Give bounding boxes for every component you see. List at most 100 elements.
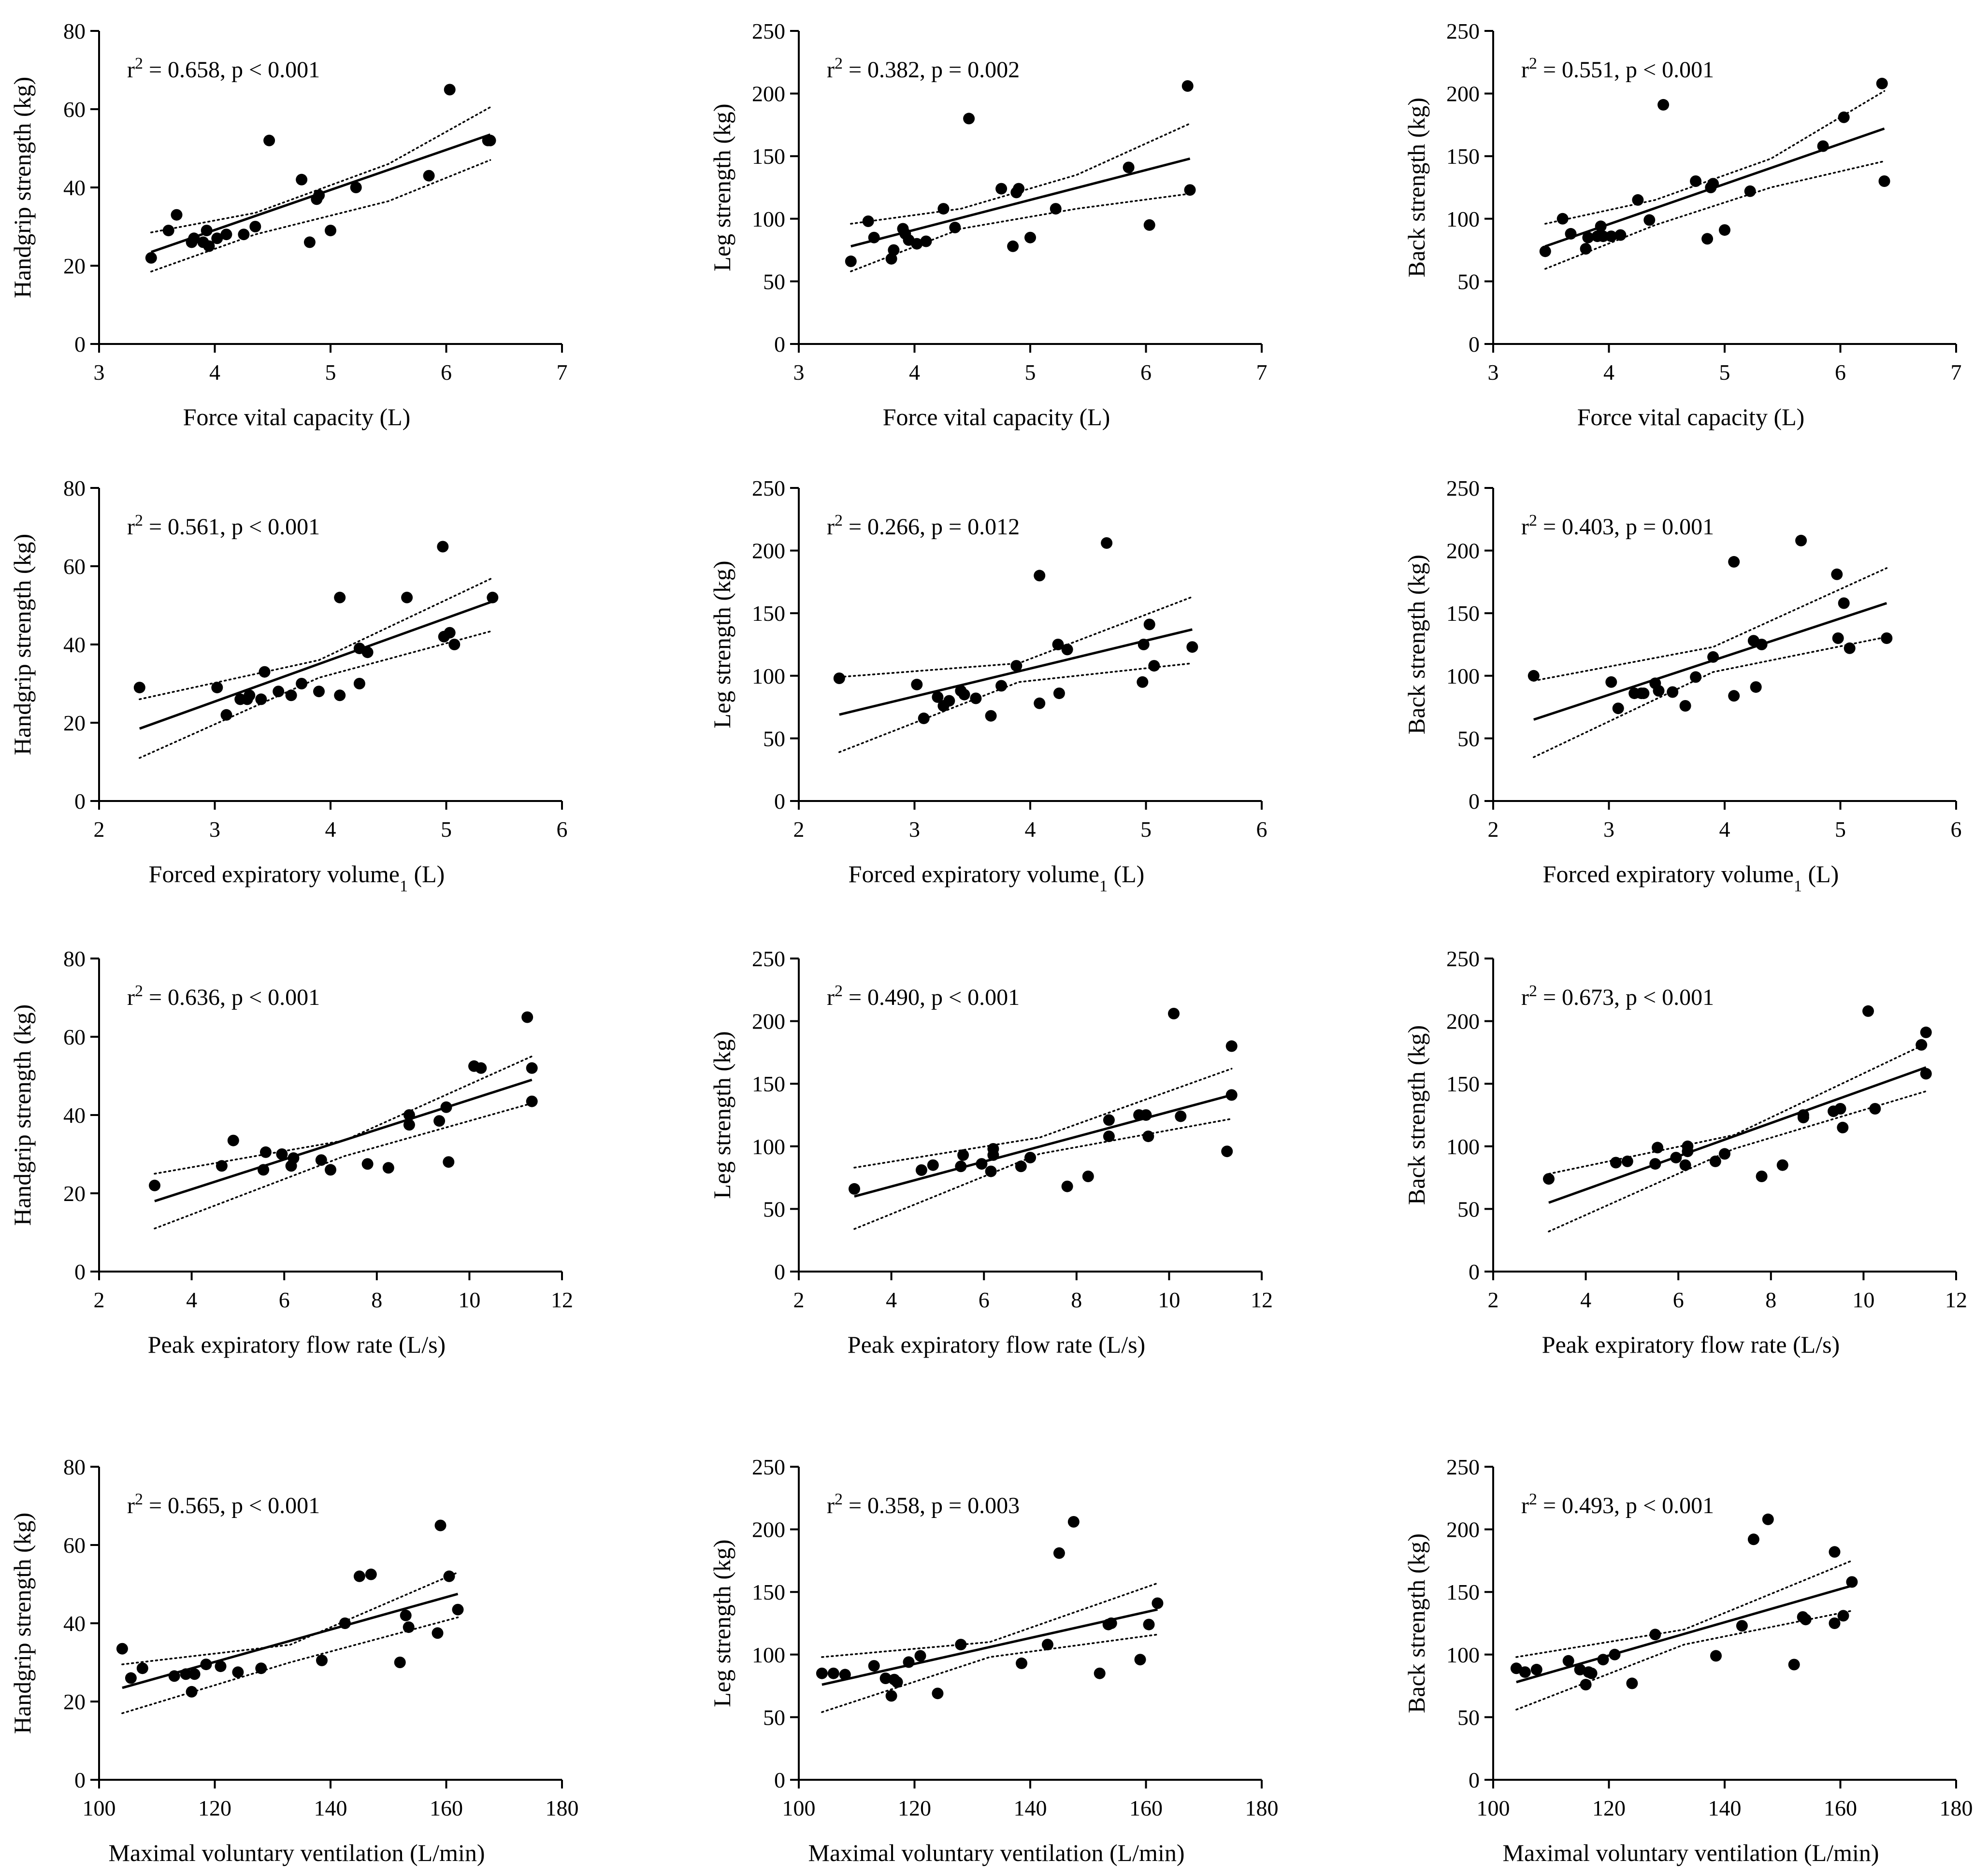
data-point (1795, 534, 1807, 546)
y-tick-label: 100 (752, 1134, 785, 1159)
x-tick-label: 12 (1251, 1287, 1273, 1312)
y-tick-label: 80 (63, 946, 86, 971)
data-point (995, 680, 1008, 692)
data-point (1530, 1663, 1542, 1675)
data-point (353, 1570, 365, 1582)
y-tick-label: 0 (1469, 1768, 1480, 1792)
scatter-panel-2: 3 4 5 6 7 0 50 100 150 200 250 Force vital capacity… (708, 19, 1268, 430)
data-point (400, 1609, 412, 1621)
data-point (296, 173, 308, 186)
ci-upper-line (850, 123, 1191, 225)
y-axis-label: Leg strength (kg) (708, 103, 735, 271)
stat-annotation: r2 = 0.636, p < 0.001 (127, 982, 320, 1011)
data-point (259, 1146, 272, 1158)
data-point (958, 688, 970, 701)
data-point (1094, 1667, 1106, 1679)
y-tick-label: 250 (752, 19, 785, 43)
data-point (1519, 1666, 1531, 1678)
data-point (1015, 1160, 1027, 1173)
data-point (1186, 641, 1198, 653)
x-tick-label: 6 (557, 817, 568, 842)
y-tick-label: 80 (63, 476, 86, 501)
y-tick-label: 250 (752, 476, 785, 501)
data-point (1653, 685, 1665, 697)
data-point (1543, 1173, 1555, 1185)
data-point (995, 183, 1008, 195)
data-point (1605, 676, 1617, 688)
scatter-panel-6: 2 3 4 5 6 0 50 100 150 200 250 Forced expiratory vo… (1403, 476, 1962, 895)
data-point (1920, 1068, 1932, 1080)
data-point (365, 1568, 377, 1580)
data-point (1679, 700, 1691, 712)
x-tick-label: 2 (1488, 817, 1499, 842)
data-point (171, 209, 183, 221)
data-point (827, 1667, 839, 1679)
regression-line (839, 628, 1193, 716)
y-tick-label: 250 (1446, 476, 1480, 501)
y-tick-label: 20 (63, 1181, 86, 1206)
x-tick-label: 4 (186, 1287, 197, 1312)
x-tick-label: 5 (1025, 360, 1036, 385)
y-axis-label: Back strength (kg) (1403, 1533, 1430, 1713)
x-tick-label: 140 (1708, 1796, 1742, 1820)
ci-lower-line (1515, 1610, 1853, 1711)
x-axis-label: Peak expiratory flow rate (L/s) (1542, 1331, 1840, 1358)
data-point (1756, 639, 1768, 650)
y-tick-label: 250 (1446, 1455, 1480, 1479)
x-tick-label: 12 (551, 1287, 573, 1312)
y-tick-label: 50 (1457, 726, 1480, 751)
data-point (1667, 686, 1679, 698)
ci-upper-line (1544, 90, 1886, 225)
x-tick-label: 5 (325, 360, 336, 385)
data-point (1838, 597, 1850, 609)
x-tick-label: 100 (83, 1796, 116, 1820)
data-point (244, 689, 256, 701)
data-point (285, 689, 297, 701)
data-point (434, 1519, 447, 1531)
x-tick-label: 8 (371, 1287, 382, 1312)
data-point (879, 1673, 892, 1684)
scatter-panel-12: 100 120 140 160 180 0 50 100 150 200 250 Maximal vo… (1403, 1455, 1973, 1866)
y-tick-label: 60 (63, 1025, 86, 1049)
x-axis-label: Forced expiratory volume1 (L) (149, 860, 445, 895)
data-point (353, 678, 365, 689)
x-tick-label: 7 (557, 360, 568, 385)
data-point (339, 1617, 351, 1629)
x-tick-label: 3 (1488, 360, 1499, 385)
data-point (1142, 1130, 1154, 1143)
data-point (1585, 1667, 1598, 1679)
data-point (985, 710, 997, 722)
y-tick-label: 150 (752, 144, 785, 169)
x-tick-label: 120 (198, 1796, 231, 1820)
regression-line (1548, 1066, 1927, 1204)
y-tick-label: 100 (752, 1643, 785, 1667)
y-tick-label: 250 (1446, 946, 1480, 971)
data-point (1657, 99, 1670, 111)
x-axis-label: Forced expiratory volume1 (L) (849, 860, 1145, 895)
data-point (1649, 1158, 1661, 1170)
data-point (1643, 214, 1656, 226)
data-point (1082, 1171, 1094, 1182)
data-point (162, 225, 174, 237)
data-point (1595, 220, 1607, 232)
data-point (1034, 697, 1046, 709)
data-point (1103, 1114, 1115, 1126)
data-point (258, 1164, 270, 1176)
data-point (1138, 639, 1150, 650)
x-tick-label: 4 (1603, 360, 1614, 385)
data-point (955, 1639, 967, 1651)
data-point (432, 1627, 444, 1639)
y-tick-label: 60 (63, 554, 86, 579)
data-point (296, 678, 308, 689)
data-point (238, 229, 250, 241)
data-point (1609, 1648, 1621, 1660)
data-point (1067, 1516, 1080, 1528)
y-tick-label: 50 (763, 1197, 785, 1221)
data-point (1736, 1620, 1748, 1632)
y-tick-label: 40 (63, 632, 86, 657)
data-point (1837, 1121, 1849, 1133)
data-point (1024, 1152, 1036, 1164)
data-point (1797, 1109, 1809, 1121)
data-point (1582, 231, 1594, 243)
y-tick-label: 200 (1446, 539, 1480, 563)
